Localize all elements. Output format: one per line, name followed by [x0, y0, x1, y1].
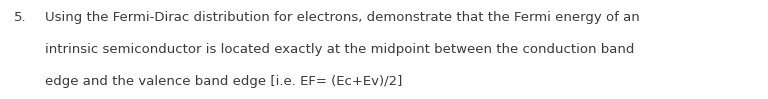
Text: 5.: 5.: [14, 11, 26, 24]
Text: edge and the valence band edge [i.e. EF= (Ec+Ev)/2]: edge and the valence band edge [i.e. EF=…: [45, 75, 402, 88]
Text: Using the Fermi-Dirac distribution for electrons, demonstrate that the Fermi ene: Using the Fermi-Dirac distribution for e…: [45, 11, 639, 24]
Text: intrinsic semiconductor is located exactly at the midpoint between the conductio: intrinsic semiconductor is located exact…: [45, 43, 634, 56]
